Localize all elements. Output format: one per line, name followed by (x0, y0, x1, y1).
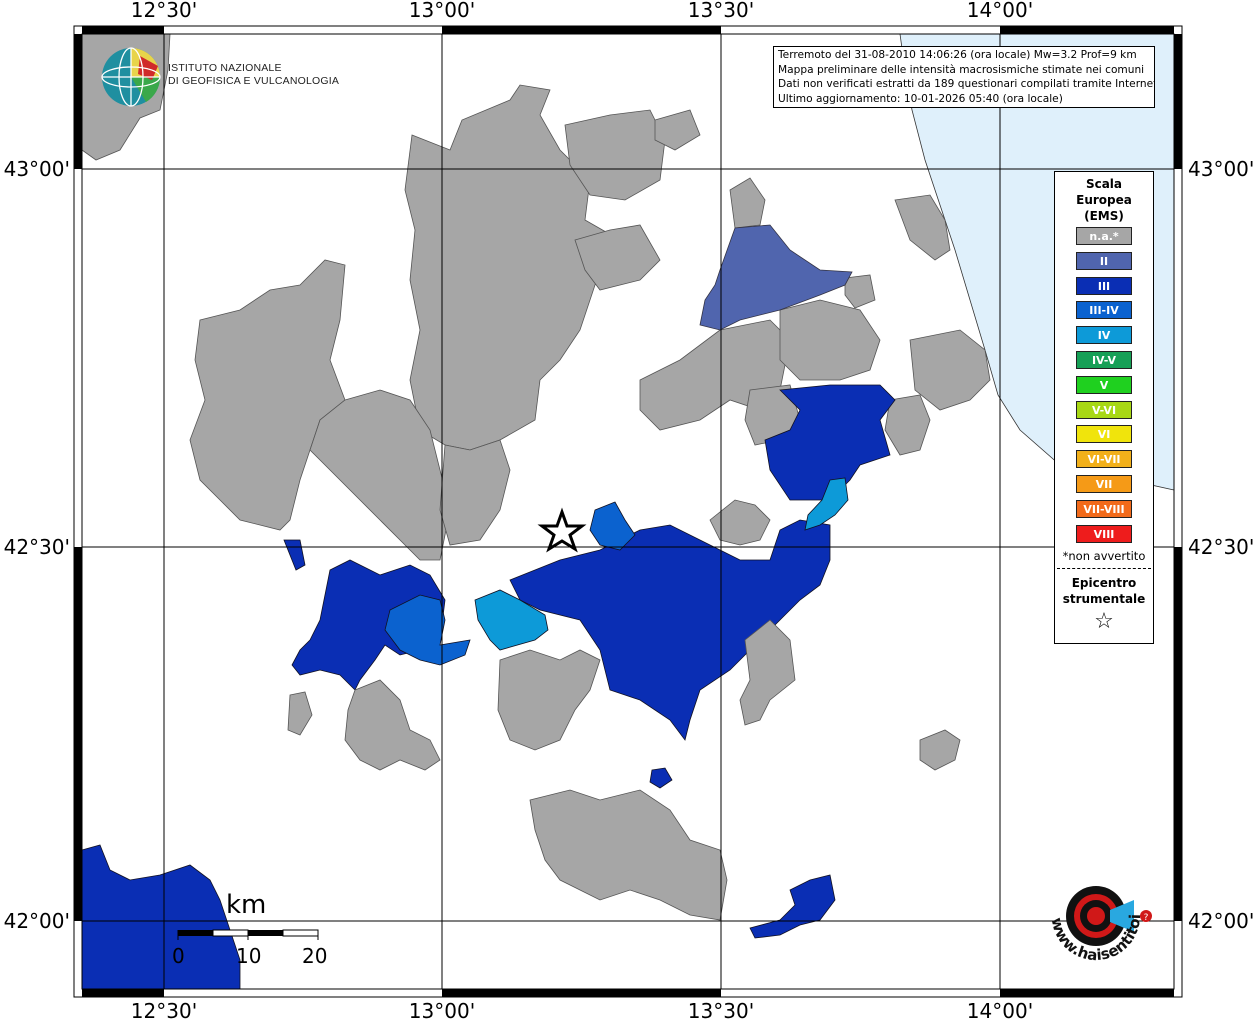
frame-ticks (74, 26, 1182, 997)
lon-label-bottom-1: 12°30' (131, 999, 197, 1023)
region-east-coast-grey-2 (894, 194, 951, 261)
region-south-grey-6 (287, 691, 313, 736)
legend-title-line3: (EMS) (1084, 209, 1124, 223)
region-north-small (654, 109, 701, 151)
legend-title-line2: Europea (1076, 193, 1132, 207)
region-intensity-IV-1 (474, 589, 549, 651)
institute-name-line1: ISTITUTO NAZIONALE (168, 62, 282, 74)
legend-item: IV-V (1076, 350, 1132, 369)
region-north-central-2 (574, 224, 661, 291)
event-info-box: Terremoto del 31-08-2010 14:06:26 (ora l… (773, 46, 1155, 108)
lat-label-left-3: 42°00' (4, 909, 70, 933)
legend-item: n.a.* (1076, 227, 1132, 245)
svg-text:?: ? (1144, 913, 1149, 923)
lat-label-right-1: 43°00' (1188, 157, 1254, 181)
region-intensity-III-south (749, 874, 836, 939)
legend-item: V-VI (1076, 400, 1132, 419)
region-central-south-grey (439, 439, 511, 546)
region-intensity-III-west (291, 559, 446, 691)
legend-items: n.a.* II III III-IV IV IV-V V V-VI VI VI-VII VII VI… (1055, 227, 1153, 543)
legend-item: VIII (1076, 524, 1132, 543)
region-south-grey-1 (497, 649, 601, 751)
institute-name-line2: DI GEOFISICA E VULCANOLOGIA (168, 75, 340, 87)
region-north-blob (564, 109, 666, 201)
legend-item: VII (1076, 474, 1132, 493)
lon-label-bottom-2: 13°00' (409, 999, 475, 1023)
legend-star-icon: ☆ (1094, 609, 1114, 635)
region-south-grey-5 (919, 729, 961, 771)
region-south-grey-2 (344, 679, 441, 771)
region-intensity-III-IV-1 (384, 594, 471, 666)
legend-item: II (1076, 251, 1132, 270)
region-east-coast-grey (909, 329, 991, 411)
region-intensity-II (699, 224, 853, 331)
scale-tick-0: 0 (172, 944, 185, 968)
lat-label-left-2: 42°30' (4, 535, 70, 559)
legend-item: V (1076, 375, 1132, 394)
legend-separator (1057, 568, 1151, 570)
lon-label-bottom-4: 14°00' (967, 999, 1033, 1023)
region-center-grey-small (709, 499, 771, 546)
lat-label-right-2: 42°30' (1188, 535, 1254, 559)
region-east-grey (779, 299, 881, 381)
legend-item: VII-VIII (1076, 499, 1132, 518)
region-east-small (844, 274, 876, 309)
legend-item: III (1076, 276, 1132, 295)
lat-label-left-1: 43°00' (4, 157, 70, 181)
region-east-coast-grey-3 (884, 394, 931, 456)
scale-tick-10: 10 (236, 944, 262, 968)
legend-item: IV (1076, 326, 1132, 345)
event-info-line3: Dati non verificati estratti da 189 ques… (778, 78, 1155, 91)
lon-label-bottom-3: 13°30' (688, 999, 754, 1023)
legend-item: VI (1076, 425, 1132, 444)
intensity-legend: Scala Europea (EMS) n.a.* II III III-IV IV IV… (1054, 171, 1154, 644)
region-intensity-III-IV-2 (589, 501, 636, 551)
lon-label-top-3: 13°30' (688, 0, 754, 22)
scale-unit-label: km (226, 890, 267, 920)
scale-bar-graphic (177, 929, 319, 940)
event-info-line1: Terremoto del 31-08-2010 14:06:26 (ora l… (778, 49, 1137, 61)
scale-bar: km 0 10 20 (168, 890, 348, 970)
legend-item: III-IV (1076, 301, 1132, 320)
legend-item: VI-VII (1076, 450, 1132, 469)
lon-label-top-4: 14°00' (967, 0, 1033, 22)
region-south-grey-4 (739, 619, 796, 726)
event-info-line4: Ultimo aggiornamento: 10-01-2026 05:40 (… (778, 92, 1063, 105)
region-intensity-III-tiny (649, 767, 673, 789)
region-north-central (404, 84, 621, 451)
legend-epicentre-line2: strumentale (1062, 592, 1146, 607)
institute-logo: ISTITUTO NAZIONALE DI GEOFISICA E VULCAN… (100, 46, 339, 110)
region-intensity-III-central (509, 519, 831, 741)
event-info-line2: Mappa preliminare delle intensità macros… (778, 63, 1145, 76)
lat-label-right-3: 42°00' (1188, 909, 1254, 933)
region-intensity-IV-2 (804, 477, 849, 531)
legend-title-line1: Scala (1085, 177, 1123, 191)
region-intensity-III-east (764, 384, 896, 501)
graticule (82, 34, 1174, 989)
haisentito-logo-graphic: ? www.haisentitoilterremoto.it (1026, 846, 1152, 964)
region-west-2 (309, 389, 451, 561)
lon-label-top-1: 12°30' (131, 0, 197, 22)
haisentito-logo: ? www.haisentitoilterremoto.it (1026, 846, 1174, 980)
lon-label-top-2: 13°00' (409, 0, 475, 22)
legend-note: *non avvertito (1062, 549, 1146, 564)
scale-tick-20: 20 (302, 944, 328, 968)
region-south-grey-3 (529, 789, 728, 921)
epicentre-star-icon (537, 507, 587, 553)
region-top-east-small (729, 177, 766, 229)
legend-epicentre-line1: Epicentro (1071, 576, 1137, 591)
globe-icon (101, 47, 161, 107)
